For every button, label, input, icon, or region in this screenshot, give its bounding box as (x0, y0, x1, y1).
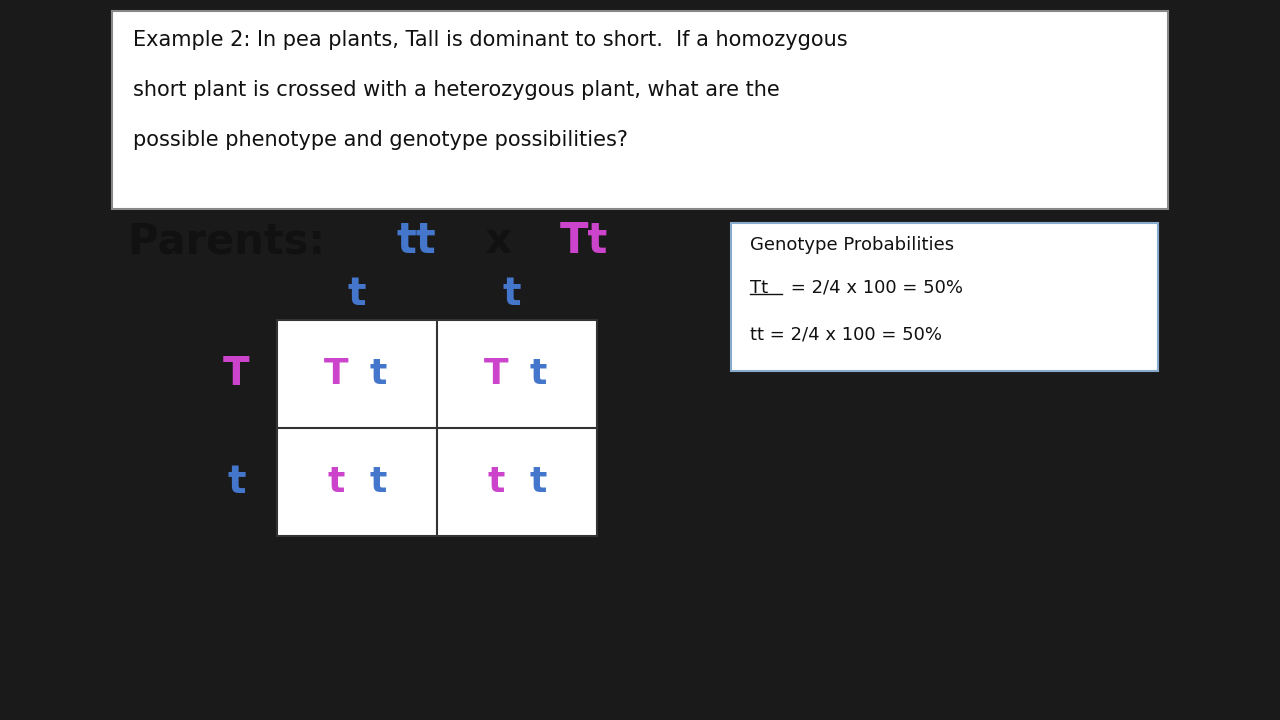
Text: tt = 2/4 x 100 = 50%: tt = 2/4 x 100 = 50% (750, 325, 942, 343)
Text: t: t (370, 357, 387, 392)
Text: t: t (503, 275, 521, 312)
Text: t: t (348, 275, 366, 312)
Text: x: x (471, 220, 527, 262)
Text: T: T (324, 357, 348, 392)
Bar (276, 320, 598, 536)
Text: short plant is crossed with a heterozygous plant, what are the: short plant is crossed with a heterozygo… (133, 80, 780, 100)
Text: Example 2: In pea plants, Tall is dominant to short.  If a homozygous: Example 2: In pea plants, Tall is domina… (133, 30, 847, 50)
Text: t: t (328, 465, 344, 500)
Text: t: t (530, 357, 548, 392)
Text: possible phenotype and genotype possibilities?: possible phenotype and genotype possibil… (133, 130, 628, 150)
Text: T: T (484, 357, 508, 392)
Text: t: t (370, 465, 387, 500)
Text: Genotype Probabilities: Genotype Probabilities (750, 235, 954, 253)
Text: Tt: Tt (750, 279, 768, 297)
Text: t: t (228, 464, 246, 501)
Text: = 2/4 x 100 = 50%: = 2/4 x 100 = 50% (785, 279, 963, 297)
Text: T: T (223, 356, 250, 393)
Text: Parents:: Parents: (128, 220, 353, 262)
Text: t: t (488, 465, 504, 500)
FancyBboxPatch shape (731, 223, 1157, 371)
FancyBboxPatch shape (111, 11, 1169, 209)
Text: t: t (530, 465, 548, 500)
Text: tt: tt (397, 220, 436, 262)
Text: Tt: Tt (559, 220, 608, 262)
